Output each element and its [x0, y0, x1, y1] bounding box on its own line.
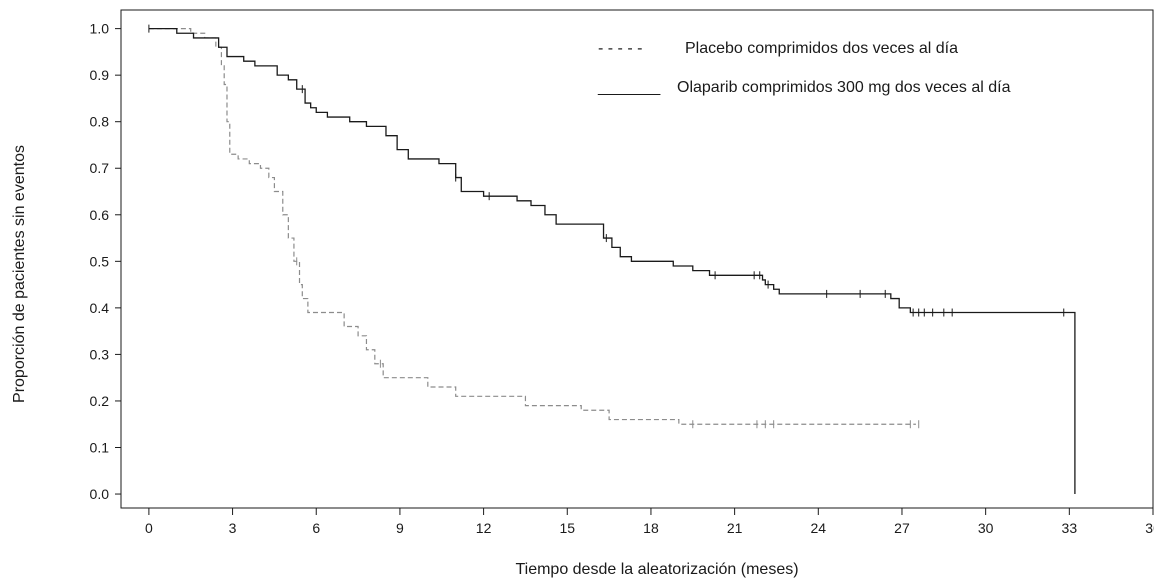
legend-label-1: Olaparib comprimidos 300 mg dos veces al…: [677, 79, 1011, 96]
legend-marker-0: - - - - -: [598, 40, 642, 57]
x-tick-label: 3: [229, 520, 237, 536]
y-tick-label: 0.5: [90, 253, 110, 269]
y-tick-label: 0.6: [90, 207, 110, 223]
plot-frame: [120, 9, 1154, 509]
x-axis-title: Tiempo desde la aleatorización (meses): [515, 561, 798, 578]
x-tick-label: 6: [312, 520, 320, 536]
series-line-0: [148, 28, 916, 425]
y-tick-label: 0.3: [90, 346, 110, 362]
y-tick-label: 0.0: [90, 486, 110, 502]
y-tick-label: 0.4: [90, 300, 110, 316]
y-axis-ticks: 0.0 0.1 0.2 0.3 0.4 0.5 0.6 0.7 0.8 0.9 1.0: [90, 21, 121, 502]
y-tick-label: 0.1: [90, 439, 110, 455]
plot-frame-group: [120, 9, 1154, 509]
x-tick-label: 30: [978, 520, 994, 536]
x-tick-label: 36: [1145, 520, 1154, 536]
x-tick-label: 15: [559, 520, 575, 536]
series-line-1: [148, 27, 1076, 495]
y-axis-title: Proporción de pacientes sin eventos: [11, 145, 28, 403]
series-group: [148, 24, 1076, 495]
y-tick-label: 0.9: [90, 67, 110, 83]
x-tick-label: 0: [145, 520, 153, 536]
x-tick-label: 24: [811, 520, 827, 536]
x-tick-label: 18: [643, 520, 659, 536]
y-tick-label: 0.2: [90, 393, 110, 409]
x-tick-label: 33: [1062, 520, 1078, 536]
x-tick-label: 12: [476, 520, 492, 536]
y-tick-label: 0.7: [90, 160, 110, 176]
x-axis-ticks: 0369121518212427303336: [145, 508, 1154, 536]
legend-label-0: Placebo comprimidos dos veces al día: [685, 40, 958, 57]
legend: - - - - - Placebo comprimidos dos veces a…: [597, 40, 1011, 96]
x-tick-label: 27: [894, 520, 910, 536]
x-tick-label: 9: [396, 520, 404, 536]
y-tick-label: 1.0: [90, 21, 110, 37]
legend-marker-1: _______: [597, 79, 661, 96]
y-tick-label: 0.8: [90, 114, 110, 130]
x-tick-label: 21: [727, 520, 743, 536]
